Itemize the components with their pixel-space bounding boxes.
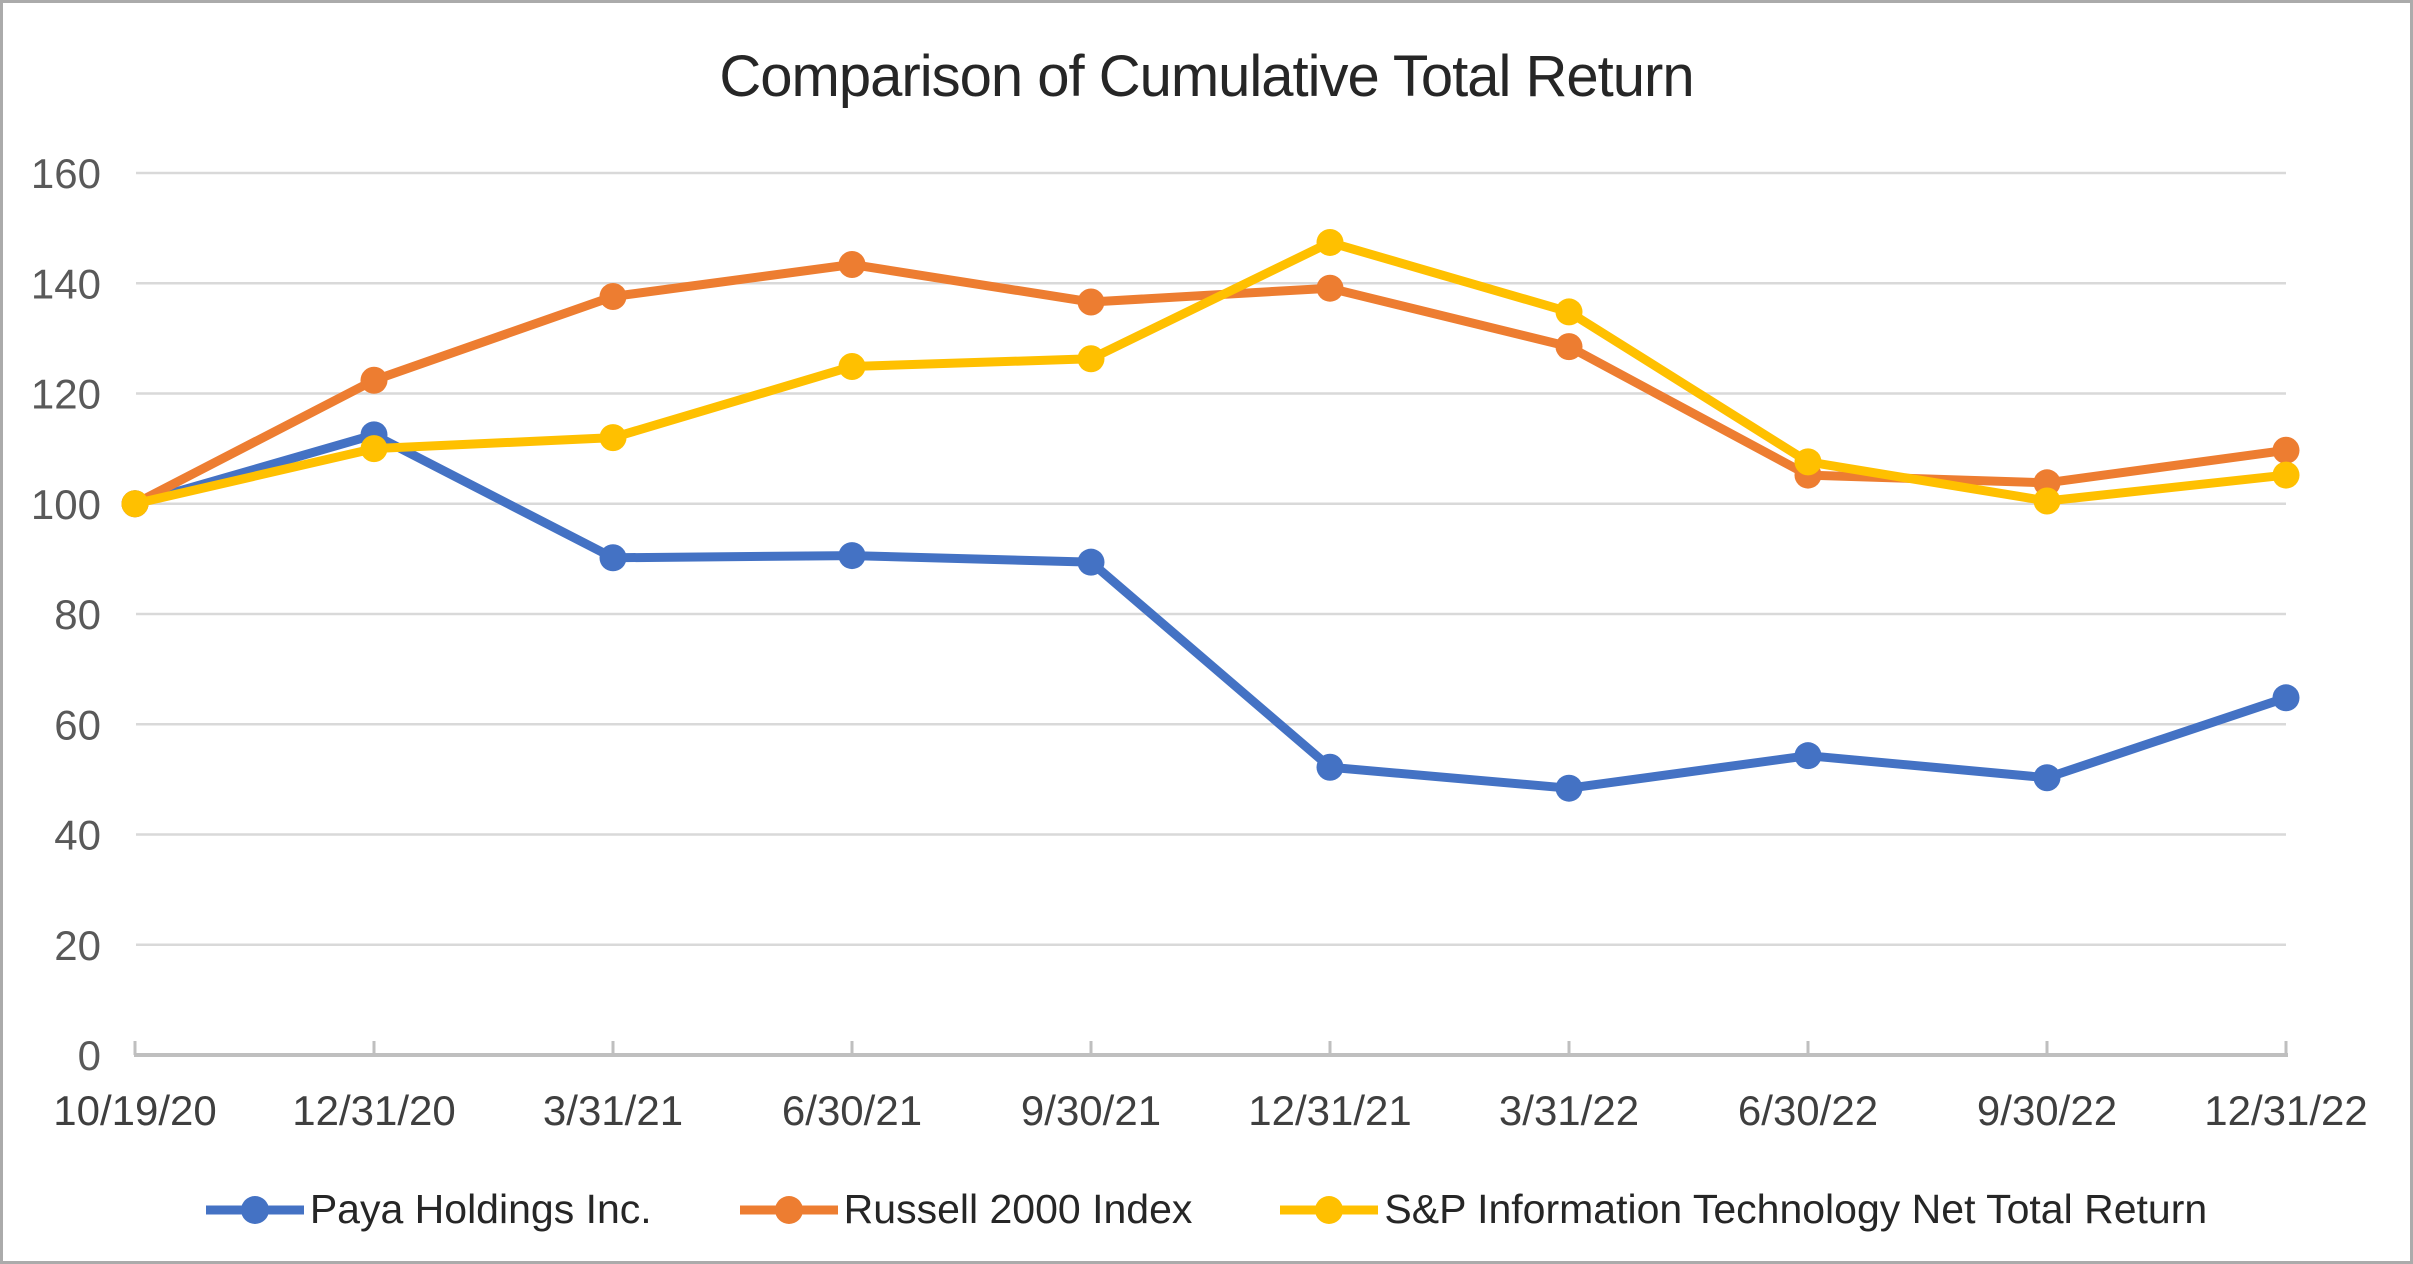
y-axis-label: 100 <box>31 481 101 528</box>
data-point <box>360 366 388 394</box>
data-point <box>121 490 149 518</box>
chart-legend: Paya Holdings Inc. Russell 2000 Index S&… <box>3 1186 2410 1233</box>
data-point <box>1555 774 1583 802</box>
y-axis-label: 140 <box>31 260 101 307</box>
data-point <box>1555 333 1583 361</box>
data-point <box>2272 436 2300 464</box>
legend-label-paya: Paya Holdings Inc. <box>309 1186 652 1232</box>
legend-marker-line-dot-icon <box>1280 1195 1379 1224</box>
data-point <box>1794 742 1822 770</box>
data-point <box>1316 753 1344 781</box>
legend-label-russell: Russell 2000 Index <box>843 1186 1193 1232</box>
x-axis-label: 9/30/22 <box>1977 1087 2117 1134</box>
data-point <box>1794 448 1822 476</box>
x-axis-label: 3/31/22 <box>1499 1087 1639 1134</box>
x-axis-label: 12/31/22 <box>2204 1087 2368 1134</box>
data-point <box>838 542 866 570</box>
x-axis-label: 9/30/21 <box>1021 1087 1161 1134</box>
y-axis-label: 40 <box>54 812 101 859</box>
legend-item-paya: Paya Holdings Inc. <box>205 1186 652 1233</box>
legend-item-russell: Russell 2000 Index <box>739 1186 1193 1233</box>
y-axis-label: 20 <box>54 922 101 969</box>
data-point <box>599 424 627 452</box>
y-axis-label: 0 <box>78 1032 101 1079</box>
data-point <box>1077 548 1105 576</box>
x-axis-label: 6/30/21 <box>782 1087 922 1134</box>
legend-marker-line-dot-icon <box>205 1195 304 1224</box>
data-point <box>1316 228 1344 256</box>
data-point <box>599 282 627 310</box>
y-axis-label: 120 <box>31 371 101 418</box>
x-axis-label: 10/19/20 <box>53 1087 217 1134</box>
data-point <box>838 251 866 279</box>
x-axis-label: 12/31/20 <box>292 1087 456 1134</box>
x-axis-label: 3/31/21 <box>543 1087 683 1134</box>
legend-marker-line-dot-icon <box>739 1195 838 1224</box>
plot-area: 0 20 40 60 80 100 120 140 160 10/19/20 12/31/20 3/3… <box>31 150 2368 1134</box>
series-line-s-p-information-technology-net-total-return <box>130 237 2291 509</box>
data-point <box>838 352 866 380</box>
data-point <box>1077 345 1105 373</box>
series-line-paya-holdings-inc- <box>130 430 2291 793</box>
data-point <box>1555 298 1583 326</box>
data-point <box>1316 274 1344 302</box>
data-point <box>2033 764 2061 792</box>
data-point <box>2272 461 2300 489</box>
y-axis-label: 160 <box>31 150 101 197</box>
legend-label-sp-it: S&P Information Technology Net Total Ret… <box>1384 1186 2208 1232</box>
chart-title: Comparison of Cumulative Total Return <box>719 44 1694 109</box>
legend-item-sp-it: S&P Information Technology Net Total Ret… <box>1280 1186 2207 1233</box>
y-axis-label: 60 <box>54 701 101 748</box>
y-axis-label: 80 <box>54 591 101 638</box>
data-point <box>599 544 627 572</box>
data-point <box>2033 487 2061 515</box>
x-axis-label: 12/31/21 <box>1248 1087 1412 1134</box>
data-point <box>360 435 388 463</box>
data-point <box>2272 684 2300 712</box>
data-point <box>1077 288 1105 316</box>
x-axis-label: 6/30/22 <box>1738 1087 1878 1134</box>
